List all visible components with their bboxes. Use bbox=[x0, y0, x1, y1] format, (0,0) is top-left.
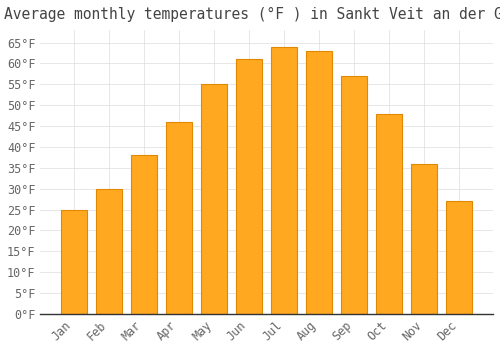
Bar bbox=[446, 201, 472, 314]
Bar bbox=[201, 84, 228, 314]
Bar bbox=[236, 59, 262, 314]
Bar bbox=[166, 122, 192, 314]
Bar bbox=[96, 189, 122, 314]
Bar bbox=[376, 113, 402, 314]
Bar bbox=[306, 51, 332, 314]
Bar bbox=[411, 164, 438, 314]
Title: Average monthly temperatures (°F ) in Sankt Veit an der Glan: Average monthly temperatures (°F ) in Sa… bbox=[4, 7, 500, 22]
Bar bbox=[271, 47, 297, 314]
Bar bbox=[61, 210, 87, 314]
Bar bbox=[131, 155, 157, 314]
Bar bbox=[341, 76, 367, 314]
